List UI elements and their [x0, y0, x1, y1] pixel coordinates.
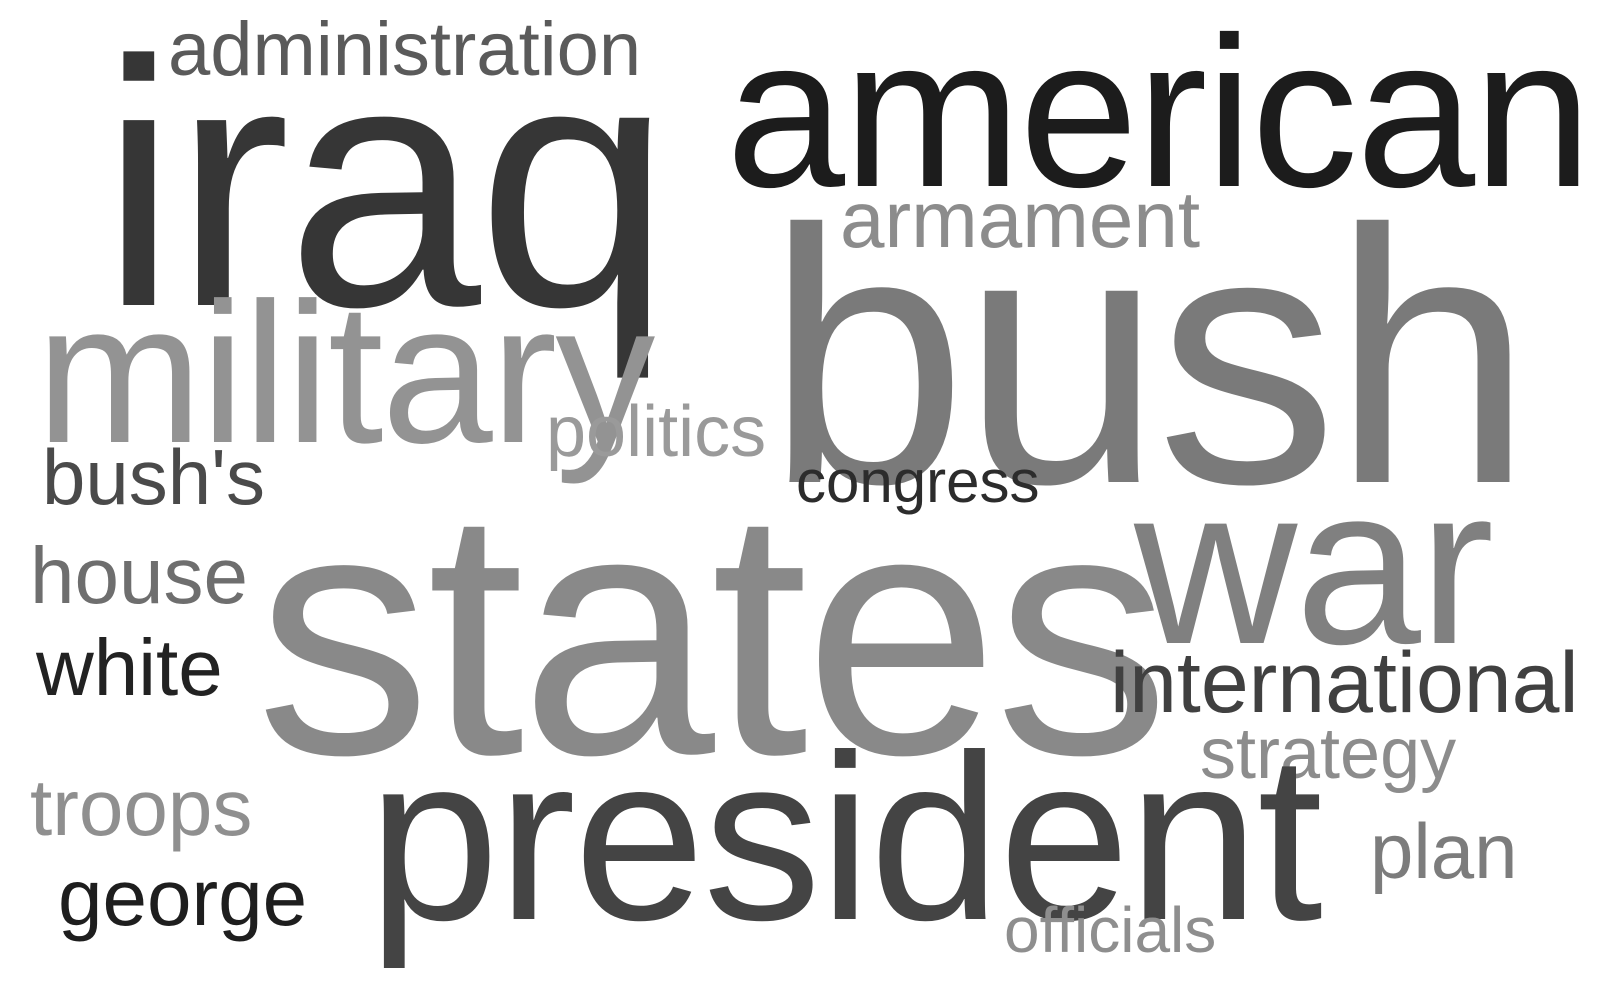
word-iraq: iraq: [100, 0, 672, 380]
word-white: white: [36, 623, 223, 712]
word-international: international: [1110, 635, 1579, 731]
word-officials: officials: [1004, 894, 1217, 966]
word-armament: armament: [840, 175, 1201, 264]
word-politics: politics: [546, 392, 767, 472]
word-congress: congress: [796, 448, 1040, 515]
word-war: war: [1134, 438, 1494, 691]
word-president: president: [368, 706, 1323, 970]
word-bushs: bush's: [42, 433, 266, 521]
word-bush: bush: [766, 154, 1533, 559]
word-plan: plan: [1370, 807, 1518, 895]
word-george: george: [58, 853, 308, 942]
word-administration: administration: [168, 7, 642, 92]
word-states: states: [256, 437, 1170, 828]
word-military: military: [36, 262, 655, 485]
word-american: american: [726, 0, 1592, 232]
word-troops: troops: [30, 763, 253, 852]
word-strategy: strategy: [1200, 714, 1457, 794]
word-house: house: [30, 531, 248, 620]
